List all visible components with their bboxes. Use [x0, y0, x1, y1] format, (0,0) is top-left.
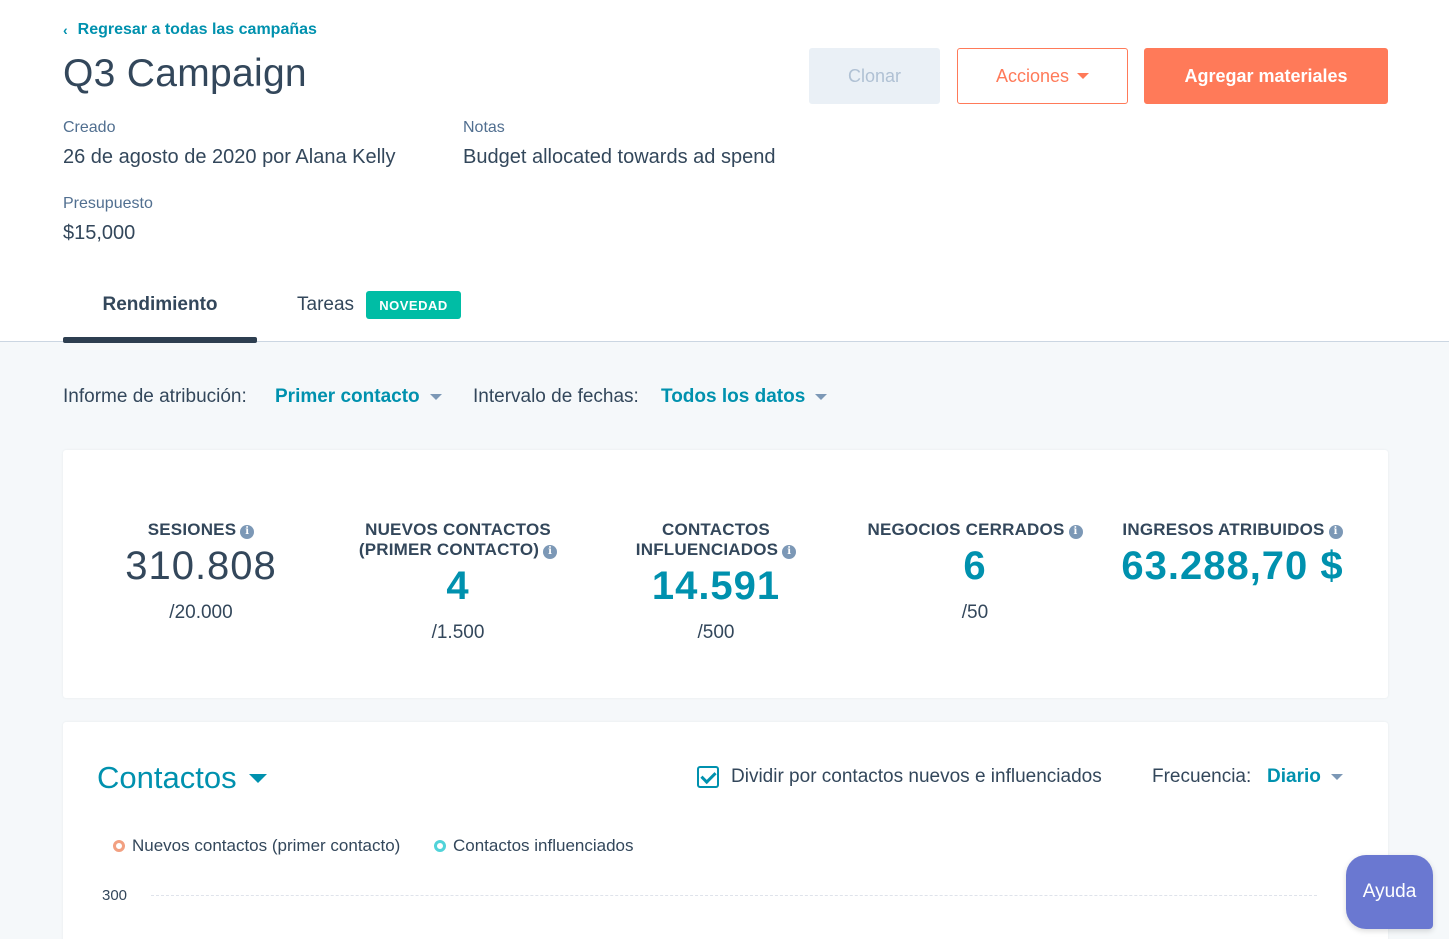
kpi-card: SESIONES i 310.808 /20.000 NUEVOS CONTACT… [63, 450, 1388, 698]
kpi-influenced-contacts: CONTACTOS INFLUENCIADOS i 14.591 /500 [616, 520, 816, 644]
new-badge: NOVEDAD [366, 291, 461, 319]
kpi-value: 4 [446, 564, 470, 608]
created-value: 26 de agosto de 2020 por Alana Kelly [63, 146, 396, 168]
legend-label: Nuevos contactos (primer contacto) [132, 836, 401, 855]
chart-title: Contactos [97, 760, 237, 795]
kpi-goal: /500 [697, 622, 735, 643]
budget-value: $15,000 [63, 222, 136, 244]
notes-label: Notas [463, 119, 505, 136]
kpi-sessions: SESIONES i 310.808 /20.000 [101, 520, 301, 624]
y-axis-tick: 300 [102, 887, 128, 904]
page-title: Q3 Campaign [63, 52, 307, 95]
split-contacts-checkbox[interactable] [697, 766, 719, 788]
legend-item-influenced-contacts[interactable]: Contactos influenciados [434, 836, 634, 856]
tab-performance[interactable]: Rendimiento [102, 294, 218, 315]
help-button[interactable]: Ayuda [1346, 855, 1433, 929]
kpi-new-contacts: NUEVOS CONTACTOS (PRIMER CONTACTO) i 4 /1… [348, 520, 568, 644]
kpi-goal: /20.000 [169, 602, 233, 623]
attribution-label: Informe de atribución: [63, 386, 247, 407]
date-range-value: Todos los datos [661, 386, 806, 407]
caret-down-icon [248, 773, 267, 783]
kpi-label: SESIONES i [101, 520, 301, 540]
frequency-value: Diario [1267, 766, 1321, 787]
info-icon[interactable]: i [240, 525, 255, 539]
frequency-label: Frecuencia: [1152, 766, 1252, 787]
kpi-value: 6 [963, 544, 987, 588]
kpi-label-text: INGRESOS ATRIBUIDOS [1122, 520, 1325, 539]
info-icon[interactable]: i [782, 545, 797, 559]
info-icon[interactable]: i [1328, 525, 1343, 539]
kpi-label-text: CONTACTOS [662, 520, 770, 539]
notes-value: Budget allocated towards ad spend [463, 146, 776, 168]
chart-type-dropdown[interactable]: Contactos [97, 760, 267, 796]
back-link-label: Regresar a todas las campañas [77, 21, 317, 38]
date-range-label: Intervalo de fechas: [473, 386, 639, 407]
frequency-dropdown[interactable]: Diario [1267, 766, 1343, 788]
budget-label: Presupuesto [63, 195, 153, 212]
legend-label: Contactos influenciados [453, 836, 634, 855]
kpi-value: 310.808 [125, 544, 277, 588]
kpi-label: NUEVOS CONTACTOS (PRIMER CONTACTO) i [348, 520, 568, 560]
kpi-goal: /1.500 [431, 622, 485, 643]
caret-down-icon [429, 394, 442, 400]
kpi-value: 63.288,70 $ [1121, 544, 1344, 588]
info-icon[interactable]: i [543, 545, 558, 559]
attribution-value: Primer contacto [275, 386, 420, 407]
kpi-label: INGRESOS ATRIBUIDOS i [1110, 520, 1355, 540]
actions-dropdown-button[interactable]: Acciones [957, 48, 1128, 104]
kpi-label: NEGOCIOS CERRADOS i [860, 520, 1090, 540]
back-to-campaigns-link[interactable]: ‹ Regresar a todas las campañas [63, 21, 317, 39]
kpi-label-text: INFLUENCIADOS [635, 540, 779, 559]
attribution-dropdown[interactable]: Primer contacto [275, 386, 442, 408]
tab-tasks[interactable]: Tareas [297, 294, 355, 315]
kpi-label-text: NEGOCIOS CERRADOS [867, 520, 1065, 539]
legend-item-new-contacts[interactable]: Nuevos contactos (primer contacto) [113, 836, 400, 856]
caret-down-icon [1330, 774, 1343, 780]
campaign-header: ‹ Regresar a todas las campañas Q3 Campa… [0, 0, 1449, 343]
legend-dot-icon [434, 840, 446, 852]
contacts-chart-card: Contactos Dividir por contactos nuevos e… [63, 722, 1388, 939]
kpi-value: 14.591 [651, 564, 781, 608]
kpi-label-text: SESIONES [147, 520, 237, 539]
kpi-closed-deals: NEGOCIOS CERRADOS i 6 /50 [860, 520, 1090, 624]
legend-dot-icon [113, 840, 125, 852]
kpi-label-text: NUEVOS CONTACTOS [365, 520, 551, 539]
chart-gridline [151, 895, 1317, 896]
split-contacts-label: Dividir por contactos nuevos e influenci… [731, 766, 1102, 787]
actions-label: Acciones [995, 65, 1070, 86]
add-assets-button[interactable]: Agregar materiales [1144, 48, 1388, 104]
kpi-label-text: (PRIMER CONTACTO) [358, 540, 540, 559]
kpi-attributed-revenue: INGRESOS ATRIBUIDOS i 63.288,70 $ [1110, 520, 1355, 590]
created-label: Creado [63, 119, 116, 136]
clone-button[interactable]: Clonar [809, 48, 940, 104]
kpi-goal: /50 [961, 602, 989, 623]
kpi-label: CONTACTOS INFLUENCIADOS i [616, 520, 816, 560]
active-tab-indicator [63, 337, 257, 343]
caret-down-icon [1077, 73, 1090, 79]
caret-down-icon [815, 394, 828, 400]
date-range-dropdown[interactable]: Todos los datos [661, 386, 828, 408]
chevron-left-icon: ‹ [63, 22, 68, 38]
info-icon[interactable]: i [1068, 525, 1083, 539]
